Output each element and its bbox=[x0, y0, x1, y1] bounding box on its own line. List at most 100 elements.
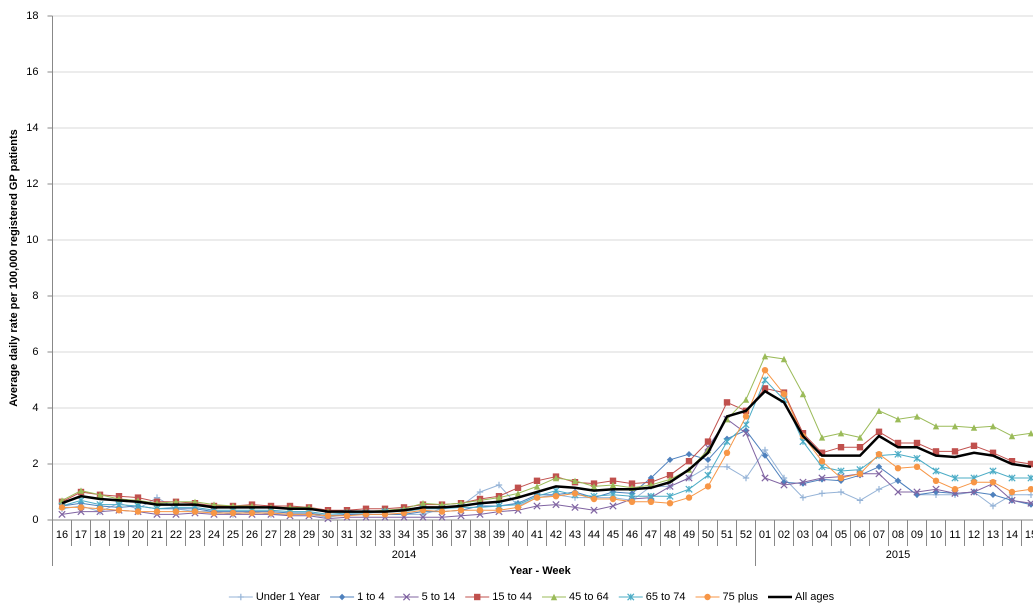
x-group-label: 2014 bbox=[392, 549, 416, 561]
marker bbox=[685, 485, 693, 493]
marker bbox=[932, 423, 940, 430]
x-tick-label: 03 bbox=[797, 529, 809, 541]
marker bbox=[875, 486, 883, 493]
marker bbox=[761, 474, 769, 482]
marker bbox=[685, 458, 693, 465]
x-tick-label: 21 bbox=[151, 529, 163, 541]
marker bbox=[932, 448, 940, 455]
x-tick-label: 01 bbox=[759, 529, 771, 541]
x-tick-label: 25 bbox=[227, 529, 239, 541]
marker bbox=[989, 449, 997, 456]
marker bbox=[590, 495, 598, 503]
x-tick-label: 47 bbox=[645, 529, 657, 541]
marker bbox=[818, 490, 826, 497]
marker bbox=[476, 488, 484, 496]
marker bbox=[704, 438, 712, 445]
marker bbox=[818, 463, 826, 471]
marker bbox=[875, 470, 883, 478]
marker bbox=[723, 399, 731, 406]
marker bbox=[495, 494, 503, 501]
marker bbox=[514, 504, 522, 511]
marker bbox=[761, 452, 769, 459]
y-tick-label: 14 bbox=[26, 122, 38, 134]
marker bbox=[514, 484, 522, 491]
marker bbox=[552, 493, 560, 500]
marker bbox=[1027, 491, 1033, 498]
marker bbox=[894, 450, 902, 458]
x-tick-label: 28 bbox=[284, 529, 296, 541]
marker bbox=[457, 507, 465, 514]
marker bbox=[685, 494, 693, 501]
series-line bbox=[61, 389, 1032, 513]
marker bbox=[875, 451, 883, 458]
marker bbox=[856, 444, 864, 451]
marker bbox=[248, 509, 256, 517]
x-tick-label: 30 bbox=[322, 529, 334, 541]
x-tick-label: 42 bbox=[550, 529, 562, 541]
legend-label: 1 to 4 bbox=[357, 591, 385, 603]
marker bbox=[237, 593, 245, 601]
x-tick-label: 07 bbox=[873, 529, 885, 541]
x-tick-label: 36 bbox=[436, 529, 448, 541]
marker bbox=[761, 376, 769, 384]
marker bbox=[115, 500, 123, 509]
marker bbox=[550, 593, 558, 601]
y-tick-label: 6 bbox=[32, 346, 38, 358]
marker bbox=[229, 509, 237, 517]
marker bbox=[818, 458, 826, 465]
marker bbox=[894, 488, 902, 496]
marker bbox=[837, 430, 845, 437]
marker bbox=[666, 456, 674, 463]
marker bbox=[704, 593, 711, 601]
marker bbox=[1027, 499, 1033, 507]
marker bbox=[134, 508, 142, 515]
x-tick-label: 22 bbox=[170, 529, 182, 541]
marker bbox=[932, 477, 940, 484]
marker bbox=[96, 505, 104, 512]
x-tick-label: 48 bbox=[664, 529, 676, 541]
legend-label: All ages bbox=[795, 591, 835, 603]
marker bbox=[438, 513, 446, 521]
marker bbox=[115, 507, 123, 514]
marker bbox=[666, 472, 674, 479]
marker bbox=[552, 486, 560, 495]
marker bbox=[267, 509, 275, 517]
x-tick-label: 02 bbox=[778, 529, 790, 541]
series-line bbox=[61, 387, 1032, 511]
marker bbox=[628, 480, 636, 487]
marker bbox=[419, 500, 427, 507]
marker bbox=[780, 355, 788, 363]
marker bbox=[1008, 488, 1016, 496]
marker bbox=[533, 477, 541, 484]
x-tick-label: 20 bbox=[132, 529, 144, 541]
marker bbox=[1027, 460, 1033, 468]
legend-label: 5 to 14 bbox=[422, 591, 456, 603]
marker bbox=[723, 437, 731, 446]
marker bbox=[818, 434, 826, 441]
marker bbox=[552, 500, 560, 509]
marker bbox=[742, 429, 750, 437]
marker bbox=[913, 463, 921, 470]
marker bbox=[533, 502, 541, 510]
x-tick-label: 16 bbox=[56, 529, 68, 541]
marker bbox=[704, 471, 712, 479]
marker bbox=[58, 504, 66, 511]
marker bbox=[58, 510, 66, 519]
marker bbox=[495, 481, 503, 489]
marker bbox=[894, 465, 902, 472]
marker bbox=[742, 413, 750, 420]
marker bbox=[894, 416, 902, 423]
marker bbox=[932, 485, 940, 493]
x-tick-label: 51 bbox=[721, 529, 733, 541]
series bbox=[61, 389, 1032, 513]
marker bbox=[514, 490, 522, 497]
x-tick-label: 52 bbox=[740, 529, 752, 541]
marker bbox=[894, 439, 902, 447]
marker bbox=[742, 474, 750, 482]
x-tick-label: 19 bbox=[113, 529, 125, 541]
marker bbox=[474, 593, 481, 601]
x-tick-label: 38 bbox=[474, 529, 486, 541]
marker bbox=[457, 512, 465, 520]
marker bbox=[153, 508, 161, 515]
marker bbox=[856, 470, 864, 477]
